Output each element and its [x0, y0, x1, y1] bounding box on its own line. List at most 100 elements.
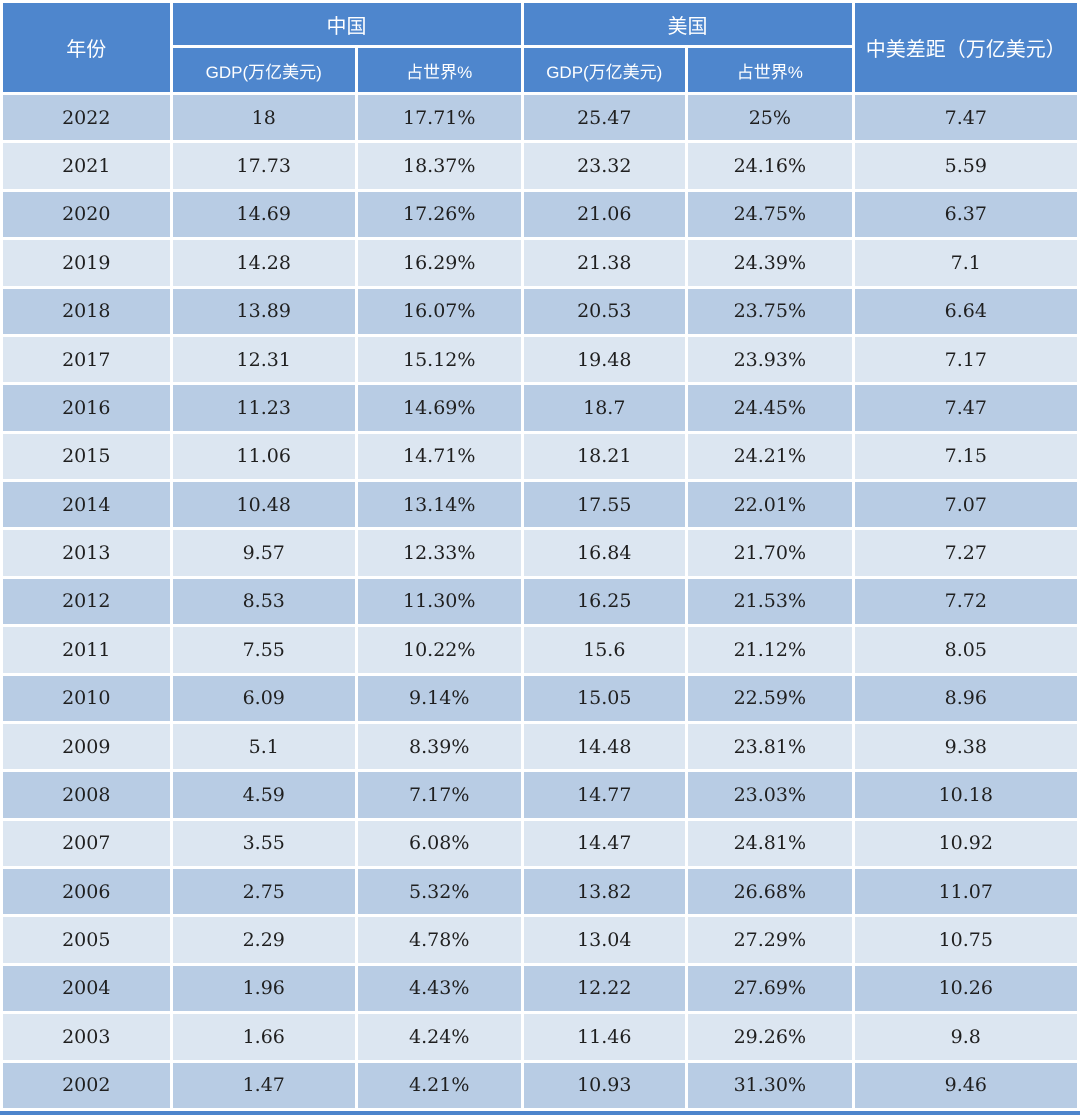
value-cell: 26.68% [685, 865, 855, 918]
value-cell: 2.29 [169, 914, 358, 966]
value-cell: 12.31 [169, 333, 358, 386]
value-cell: 4.43% [354, 962, 524, 1015]
header-china-share: 占世界% [354, 45, 524, 95]
header-year: 年份 [0, 0, 173, 95]
table-row: 2016 11.23 14.69% 18.7 24.45% 7.47 [0, 382, 1080, 434]
value-cell: 23.93% [685, 333, 855, 386]
header-usa-share: 占世界% [685, 45, 855, 95]
value-cell: 10.18 [851, 769, 1080, 821]
value-cell: 7.55 [169, 624, 358, 676]
value-cell: 21.12% [685, 624, 855, 676]
value-cell: 15.6 [520, 624, 689, 676]
value-cell: 21.38 [520, 237, 689, 289]
value-cell: 14.77 [520, 769, 689, 821]
year-cell: 2002 [0, 1059, 173, 1111]
value-cell: 6.64 [851, 285, 1080, 337]
year-cell: 2007 [0, 817, 173, 870]
value-cell: 13.04 [520, 914, 689, 966]
value-cell: 7.1 [851, 237, 1080, 289]
value-cell: 12.22 [520, 962, 689, 1015]
year-cell: 2005 [0, 914, 173, 966]
value-cell: 9.8 [851, 1011, 1080, 1063]
value-cell: 17.55 [520, 478, 689, 531]
value-cell: 3.55 [169, 817, 358, 870]
value-cell: 20.53 [520, 285, 689, 337]
table-row: 2013 9.57 12.33% 16.84 21.70% 7.27 [0, 527, 1080, 579]
table-row: 2021 17.73 18.37% 23.32 24.16% 5.59 [0, 140, 1080, 192]
year-cell: 2022 [0, 91, 173, 144]
value-cell: 10.26 [851, 962, 1080, 1015]
value-cell: 17.26% [354, 188, 524, 241]
year-cell: 2016 [0, 382, 173, 434]
value-cell: 27.29% [685, 914, 855, 966]
value-cell: 1.96 [169, 962, 358, 1015]
value-cell: 10.48 [169, 478, 358, 531]
value-cell: 5.32% [354, 865, 524, 918]
value-cell: 25% [685, 91, 855, 144]
value-cell: 18 [169, 91, 358, 144]
value-cell: 14.69 [169, 188, 358, 241]
value-cell: 10.75 [851, 914, 1080, 966]
year-cell: 2020 [0, 188, 173, 241]
value-cell: 14.47 [520, 817, 689, 870]
table-row: 2002 1.47 4.21% 10.93 31.30% 9.46 [0, 1059, 1080, 1111]
header-usa-group: 美国 [520, 0, 855, 48]
value-cell: 14.28 [169, 237, 358, 289]
value-cell: 25.47 [520, 91, 689, 144]
value-cell: 10.93 [520, 1059, 689, 1111]
year-cell: 2004 [0, 962, 173, 1015]
value-cell: 13.82 [520, 865, 689, 918]
table-row: 2020 14.69 17.26% 21.06 24.75% 6.37 [0, 188, 1080, 241]
table-row: 2018 13.89 16.07% 20.53 23.75% 6.64 [0, 285, 1080, 337]
value-cell: 14.69% [354, 382, 524, 434]
value-cell: 9.38 [851, 720, 1080, 773]
header-china-group: 中国 [169, 0, 524, 48]
value-cell: 11.06 [169, 430, 358, 483]
value-cell: 13.14% [354, 478, 524, 531]
value-cell: 9.46 [851, 1059, 1080, 1111]
header-usa-gdp: GDP(万亿美元) [520, 45, 689, 95]
value-cell: 22.01% [685, 478, 855, 531]
value-cell: 4.24% [354, 1011, 524, 1063]
year-cell: 2011 [0, 624, 173, 676]
year-cell: 2015 [0, 430, 173, 483]
value-cell: 14.71% [354, 430, 524, 483]
value-cell: 8.96 [851, 672, 1080, 724]
year-cell: 2021 [0, 140, 173, 192]
table-body: 2022 18 17.71% 25.47 25% 7.47 2021 17.73 18.37% 2… [0, 91, 1080, 1111]
year-cell: 2003 [0, 1011, 173, 1063]
value-cell: 5.1 [169, 720, 358, 773]
table-row: 2008 4.59 7.17% 14.77 23.03% 10.18 [0, 769, 1080, 821]
value-cell: 24.75% [685, 188, 855, 241]
value-cell: 22.59% [685, 672, 855, 724]
header-china-gdp: GDP(万亿美元) [169, 45, 358, 95]
value-cell: 15.05 [520, 672, 689, 724]
value-cell: 15.12% [354, 333, 524, 386]
year-cell: 2008 [0, 769, 173, 821]
value-cell: 21.70% [685, 527, 855, 579]
table-header: 年份 中国 美国 中美差距（万亿美元） GDP(万亿美元) 占世界% GDP(万… [0, 0, 1080, 95]
value-cell: 23.03% [685, 769, 855, 821]
table-row: 2005 2.29 4.78% 13.04 27.29% 10.75 [0, 914, 1080, 966]
value-cell: 7.07 [851, 478, 1080, 531]
value-cell: 27.69% [685, 962, 855, 1015]
table-row: 2019 14.28 16.29% 21.38 24.39% 7.1 [0, 237, 1080, 289]
value-cell: 18.7 [520, 382, 689, 434]
value-cell: 2.75 [169, 865, 358, 918]
value-cell: 24.16% [685, 140, 855, 192]
year-cell: 2013 [0, 527, 173, 579]
value-cell: 4.78% [354, 914, 524, 966]
value-cell: 11.30% [354, 575, 524, 628]
table-row: 2022 18 17.71% 25.47 25% 7.47 [0, 91, 1080, 144]
value-cell: 1.66 [169, 1011, 358, 1063]
year-cell: 2010 [0, 672, 173, 724]
value-cell: 16.25 [520, 575, 689, 628]
value-cell: 11.23 [169, 382, 358, 434]
value-cell: 11.46 [520, 1011, 689, 1063]
value-cell: 7.47 [851, 91, 1080, 144]
value-cell: 7.15 [851, 430, 1080, 483]
table-row: 2010 6.09 9.14% 15.05 22.59% 8.96 [0, 672, 1080, 724]
year-cell: 2012 [0, 575, 173, 628]
